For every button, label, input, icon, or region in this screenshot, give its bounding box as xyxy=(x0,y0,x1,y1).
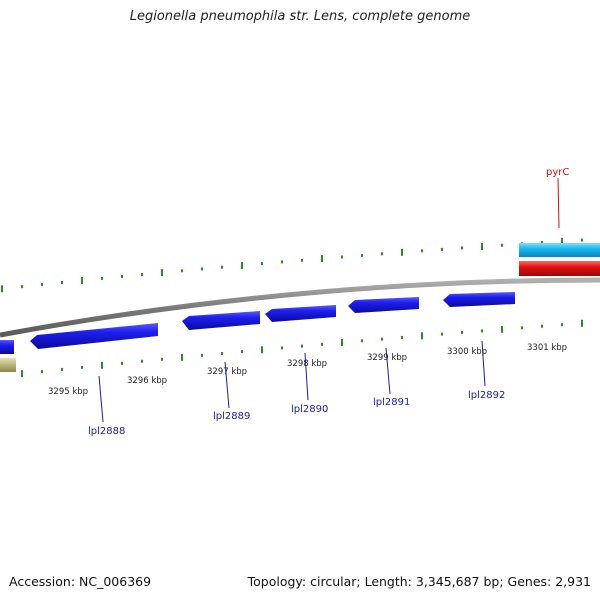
gene-arrow-lpl2891[interactable] xyxy=(348,297,419,313)
scale-label-3300: 3300 kbp xyxy=(447,347,487,357)
accession-text: Accession: NC_006369 xyxy=(9,574,152,589)
lpl2891-leader xyxy=(385,347,391,395)
gene-arrow-lpl2890[interactable] xyxy=(265,305,336,322)
gene-arrow-lpl2888[interactable] xyxy=(30,323,158,349)
forward-scale-ticks xyxy=(1,237,583,293)
genome-info-text: Topology: circular; Length: 3,345,687 bp… xyxy=(247,574,591,589)
genome-backbone xyxy=(0,277,600,338)
pyrC-feature-red[interactable] xyxy=(519,261,600,276)
gene-label-lpl2890: lpl2890 xyxy=(291,404,328,415)
partial-gene-blue[interactable] xyxy=(0,340,14,354)
pyrC-feature-cyan[interactable] xyxy=(519,243,600,257)
scale-label-3297: 3297 kbp xyxy=(207,367,247,377)
scale-label-3295: 3295 kbp xyxy=(48,387,88,397)
reverse-scale-ticks xyxy=(21,319,583,378)
pyrC-leader xyxy=(557,177,560,229)
partial-feature-tan[interactable] xyxy=(0,358,16,372)
scale-label-3301: 3301 kbp xyxy=(527,343,567,353)
lpl2892-leader xyxy=(481,340,486,387)
gene-arrow-lpl2889[interactable] xyxy=(182,311,260,330)
gene-label-lpl2888: lpl2888 xyxy=(88,426,125,437)
lpl2888-leader xyxy=(98,375,104,423)
gene-arrow-lpl2892[interactable] xyxy=(443,292,515,307)
gene-label-lpl2889: lpl2889 xyxy=(213,411,250,422)
gene-label-lpl2891: lpl2891 xyxy=(373,397,410,408)
lpl2889-leader xyxy=(224,361,230,409)
map-title: Legionella pneumophila str. Lens, comple… xyxy=(129,9,471,24)
lpl2890-leader xyxy=(304,352,309,401)
scale-label-3296: 3296 kbp xyxy=(127,376,167,386)
scale-label-3298: 3298 kbp xyxy=(287,359,327,369)
gene-label-lpl2892: lpl2892 xyxy=(468,390,505,401)
gene-label-pyrC: pyrC xyxy=(546,167,569,178)
scale-label-3299: 3299 kbp xyxy=(367,353,407,363)
